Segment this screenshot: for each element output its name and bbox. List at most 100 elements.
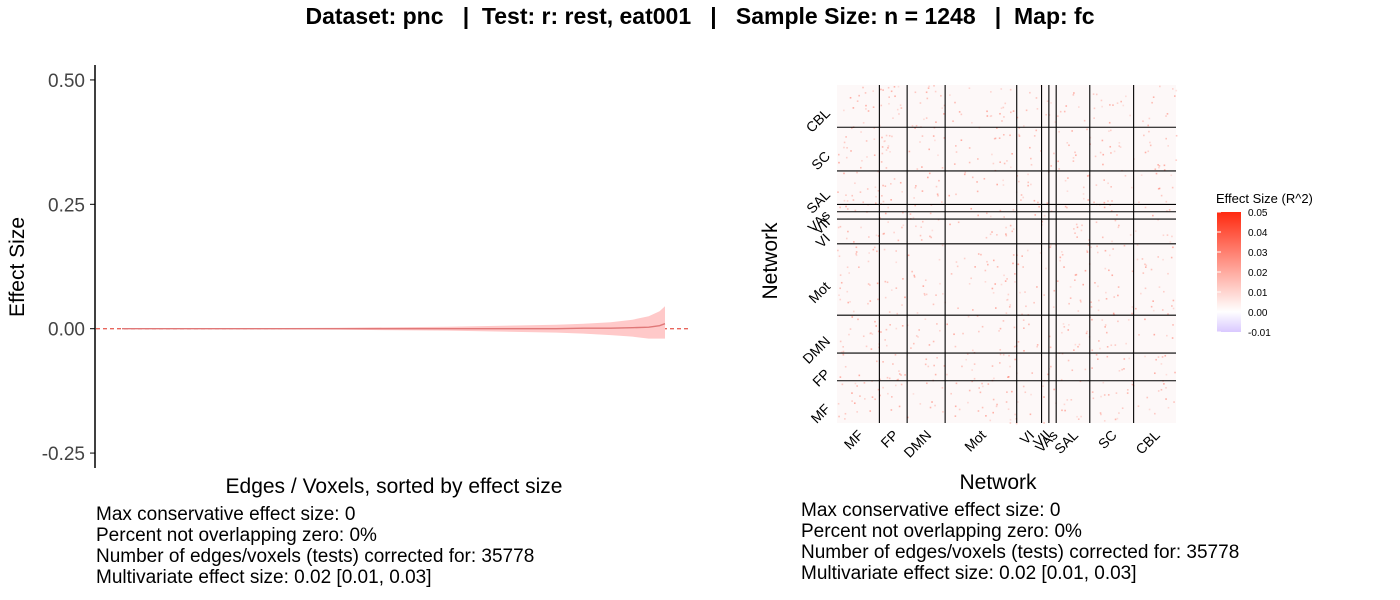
heatmap-cell <box>976 315 979 317</box>
heatmap-cell <box>1117 320 1119 323</box>
heatmap-cell <box>1059 256 1062 259</box>
heatmap-cell <box>876 360 878 363</box>
heatmap-cell <box>923 292 926 295</box>
heatmap-cell <box>927 365 930 368</box>
heatmap-cell <box>1052 306 1055 308</box>
heatmap-cell <box>859 395 861 397</box>
heatmap-cell <box>1127 319 1130 321</box>
heatmap-cell <box>922 285 925 287</box>
heatmap-cell <box>1037 201 1039 204</box>
heatmap-cell <box>897 378 900 381</box>
heatmap-cell <box>839 225 842 228</box>
heatmap-cell <box>1006 278 1008 280</box>
heatmap-cell <box>1076 415 1078 418</box>
heatmap-cell <box>1124 174 1127 177</box>
confidence-ribbon <box>122 306 665 339</box>
heatmap-cell <box>1125 95 1127 98</box>
heatmap-cell <box>1105 331 1108 334</box>
heatmap-cell <box>880 161 883 163</box>
heatmap-cell <box>1086 330 1088 333</box>
heatmap-cell <box>919 141 921 143</box>
heatmap-cell <box>1075 223 1078 226</box>
heatmap-cell <box>1035 97 1038 99</box>
heatmap-cell <box>886 376 889 379</box>
heatmap-cell <box>1102 381 1105 384</box>
heatmap-cell <box>1163 169 1166 171</box>
x-network-label: MF <box>841 427 867 453</box>
heatmap-cell <box>1162 258 1164 261</box>
heatmap-cell <box>874 320 876 323</box>
heatmap-cell <box>955 193 957 196</box>
heatmap-cell <box>976 190 979 193</box>
heatmap-cell <box>1029 91 1031 94</box>
heatmap-cell <box>914 127 916 129</box>
heatmap-cell <box>991 231 993 233</box>
heatmap-cell <box>897 239 900 242</box>
y-tick-label: 0.00 <box>48 320 85 341</box>
heatmap-cell <box>843 141 846 144</box>
heatmap-cell <box>1040 150 1042 152</box>
heatmap-cell <box>998 362 1001 364</box>
heatmap-cell <box>854 382 857 385</box>
heatmap-cell <box>898 405 901 408</box>
heatmap-cell <box>1140 292 1142 295</box>
heatmap-cell <box>872 106 875 108</box>
heatmap-cell <box>885 328 888 331</box>
heatmap-cell <box>1045 113 1048 116</box>
heatmap-cell <box>1114 344 1117 346</box>
heatmap-cell <box>1149 141 1151 144</box>
heatmap-cell <box>1024 291 1026 293</box>
heatmap-cell <box>1100 99 1103 102</box>
heatmap-cell <box>890 409 893 411</box>
heatmap-cell <box>915 185 917 187</box>
heatmap-cell <box>991 153 993 156</box>
heatmap-cell <box>862 86 864 89</box>
heatmap-cell <box>926 97 929 100</box>
heatmap-cell <box>982 385 984 388</box>
x-network-label: SAL <box>1051 427 1081 457</box>
heatmap-cell <box>901 304 903 306</box>
heatmap-cell <box>851 194 854 197</box>
heatmap-cell <box>1104 249 1107 252</box>
heatmap-cell <box>1094 281 1096 284</box>
heatmap-cell <box>1091 318 1093 321</box>
heatmap-cell <box>894 95 896 98</box>
heatmap-cell <box>1015 422 1018 425</box>
heatmap-cell <box>1113 296 1116 298</box>
heatmap-cell <box>1074 279 1076 281</box>
heatmap-cell <box>1058 168 1061 170</box>
stat-percent-nonzero: Percent not overlapping zero: 0% <box>801 521 1082 542</box>
effect-size-curve-chart: 0.50 0.25 0.00 -0.25 Effect Size Edges / Vo… <box>6 65 690 498</box>
heatmap-cell <box>924 279 927 282</box>
heatmap-cell <box>1008 354 1010 357</box>
heatmap-cell <box>1009 422 1012 424</box>
heatmap-cell <box>954 415 957 417</box>
heatmap-cell <box>1030 393 1032 396</box>
heatmap-cell <box>1166 210 1168 212</box>
heatmap-cell <box>915 335 918 337</box>
heatmap-cell <box>1029 146 1031 149</box>
heatmap-cell <box>1095 221 1098 224</box>
heatmap-cell <box>911 270 913 273</box>
y-network-label: SAL <box>803 186 833 216</box>
heatmap-cell <box>1174 371 1176 374</box>
heatmap-cell <box>1064 179 1067 182</box>
heatmap-cell <box>877 330 880 333</box>
heatmap-cell <box>873 154 876 157</box>
heatmap-cell <box>1105 297 1108 300</box>
heatmap-cell <box>1030 163 1033 166</box>
heatmap-cell <box>1143 134 1145 137</box>
heatmap-cell <box>888 377 891 380</box>
heatmap-cell <box>839 298 842 301</box>
heatmap-cell <box>964 171 967 174</box>
heatmap-cell <box>991 287 994 290</box>
heatmap-cell <box>998 137 1001 139</box>
heatmap-cell <box>1080 415 1082 418</box>
heatmap-cell <box>1016 116 1019 119</box>
heatmap-cell <box>868 236 870 238</box>
heatmap-cell <box>1004 280 1007 282</box>
heatmap-cell <box>865 108 867 110</box>
heatmap-cell <box>845 237 848 240</box>
heatmap-cell <box>888 96 890 98</box>
heatmap-cell <box>842 350 845 353</box>
